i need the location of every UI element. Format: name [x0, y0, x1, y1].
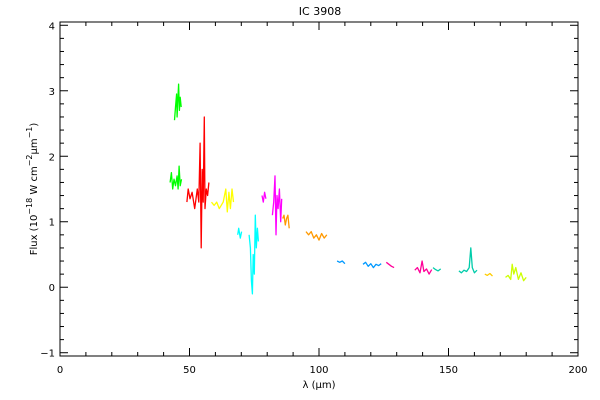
x-tick-label: 150	[439, 365, 458, 376]
spectrum-segment-7	[261, 191, 267, 203]
spectrum-segment-3	[186, 116, 210, 249]
y-tick-label: 0	[49, 283, 55, 294]
x-axis-label: λ (μm)	[302, 380, 335, 391]
spectrum-segment-5	[237, 227, 243, 239]
x-tick-label: 0	[57, 365, 63, 376]
y-tick-label: −1	[40, 349, 55, 360]
spectrum-segment-17	[484, 272, 493, 277]
y-tick-label: 1	[49, 218, 55, 229]
plot-frame	[59, 21, 579, 357]
spectrum-segment-8	[271, 175, 283, 236]
spectrum-segment-18	[505, 263, 527, 282]
spectrum-segment-12	[362, 261, 382, 269]
spectrum-segment-1	[173, 83, 182, 121]
spectrum-segment-13	[385, 261, 395, 269]
y-tick-label: 2	[49, 152, 55, 163]
y-tick-label: 4	[49, 21, 55, 32]
y-tick-label: 3	[49, 87, 55, 98]
x-tick-label: 100	[309, 365, 328, 376]
spectrum-segment-6	[248, 214, 260, 295]
spectrum-segment-11	[336, 260, 346, 265]
y-axis: −1 0 1 2 3 4	[40, 21, 578, 360]
spectrum-segment-9	[282, 214, 290, 229]
spectrum-segment-16	[458, 247, 478, 274]
chart-title: IC 3908	[299, 5, 341, 18]
series-layer	[169, 83, 527, 295]
spectrum-segment-2	[169, 165, 183, 190]
x-tick-label: 200	[568, 365, 587, 376]
spectrum-segment-15	[432, 267, 442, 272]
spectrum-segment-10	[305, 230, 328, 241]
spectrum-segment-4	[210, 188, 235, 213]
spectrum-segment-14	[414, 260, 433, 275]
x-axis: 0 50 100 150 200	[57, 22, 588, 376]
y-axis-label: Flux (10−18 W cm−2μm−1)	[25, 123, 40, 256]
x-tick-label: 50	[183, 365, 196, 376]
